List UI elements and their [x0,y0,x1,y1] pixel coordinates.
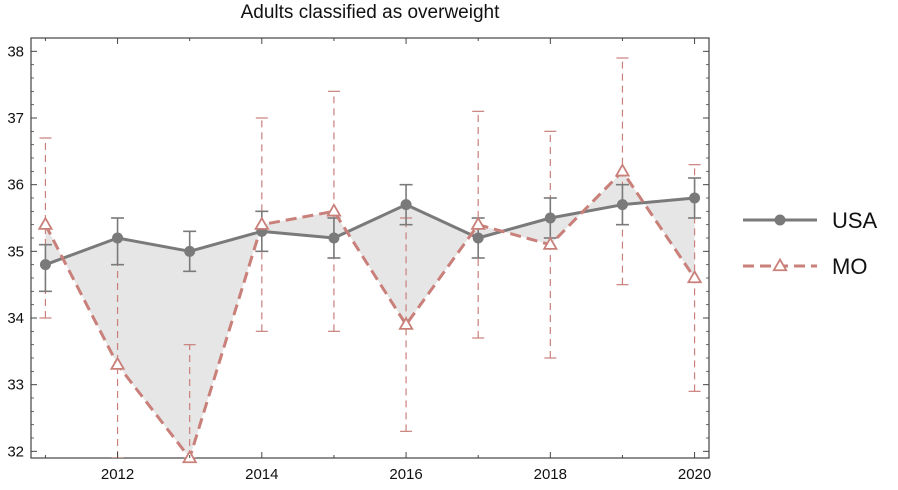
y-tick-label: 37 [7,110,24,127]
chart-title: Adults classified as overweight [240,2,500,23]
error-bar-mo [255,117,268,332]
data-point-usa [689,192,701,204]
legend-label: USA [832,208,878,233]
legend-label: MO [832,254,867,279]
data-point-usa [184,245,196,257]
x-tick-label: 2014 [245,466,278,483]
data-point-usa [400,199,412,211]
series-line-mo [44,169,696,458]
data-point-mo [398,316,414,330]
error-bar-mo [183,344,196,458]
series-line-usa [44,196,695,267]
y-tick-label: 38 [7,43,24,60]
y-tick-label: 32 [7,443,24,460]
data-point-mo [542,236,559,250]
y-tick-label: 35 [7,243,24,260]
legend-marker-usa [774,214,786,226]
data-point-mo [686,269,703,284]
legend-entry-usa: USA [743,208,878,233]
difference-area [45,171,695,458]
data-point-usa [39,259,51,271]
x-tick-label: 2020 [678,466,711,483]
data-point-usa [472,232,484,244]
data-point-mo [470,216,486,230]
y-tick-label: 36 [7,177,24,194]
data-point-mo [109,356,126,370]
x-tick-label: 2012 [101,466,134,483]
data-point-mo [254,216,270,230]
data-point-mo [614,163,631,177]
plot-frame [30,37,710,459]
data-point-usa [112,232,124,244]
y-tick-label: 33 [7,377,24,394]
data-point-mo [37,216,54,230]
data-point-mo [326,203,342,217]
legend-marker-mo [772,257,788,272]
x-tick-label: 2018 [534,466,567,483]
data-point-usa [328,232,340,244]
x-tick-label: 2016 [389,466,422,483]
y-tick-label: 34 [7,310,24,327]
legend-entry-mo: MO [743,254,867,279]
data-point-usa [544,212,556,224]
data-point-usa [616,199,628,211]
